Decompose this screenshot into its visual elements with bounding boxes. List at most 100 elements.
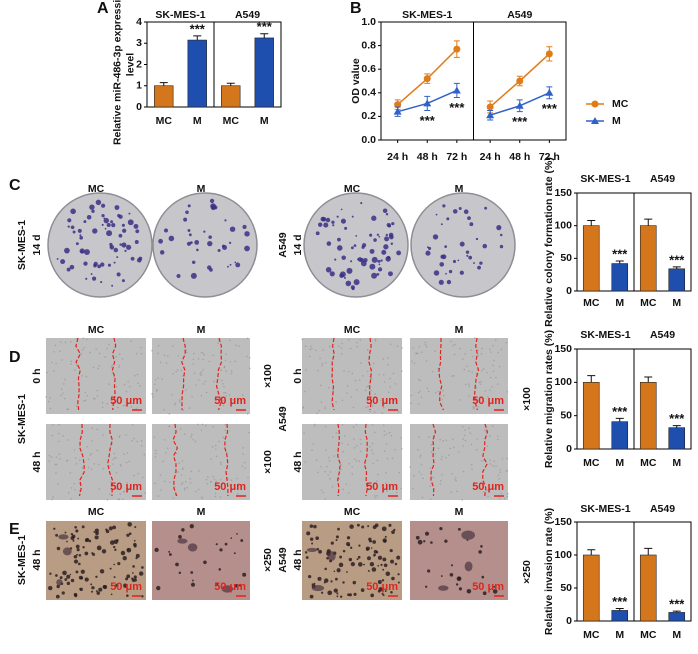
cell-texture <box>228 393 231 396</box>
cell-texture <box>211 446 214 448</box>
cell-texture <box>212 354 215 357</box>
cell-texture <box>480 460 483 462</box>
cell-texture <box>202 368 205 371</box>
cell-texture <box>58 423 60 426</box>
cell <box>377 579 382 585</box>
cell-texture <box>118 364 121 367</box>
cell-texture <box>234 360 236 363</box>
cell-texture <box>131 439 133 442</box>
cell-texture <box>139 385 141 387</box>
cell-texture <box>324 361 327 364</box>
colony <box>110 220 114 224</box>
cell-texture <box>378 373 380 376</box>
colony <box>331 220 335 224</box>
cell-texture <box>215 455 218 458</box>
cell-texture <box>200 374 203 376</box>
cell-texture <box>215 480 217 483</box>
cell-texture <box>106 347 108 350</box>
cell-texture <box>201 497 204 500</box>
cell <box>75 529 79 533</box>
cell-texture <box>204 380 207 383</box>
cell-texture <box>247 476 249 479</box>
cell-cluster <box>221 585 234 593</box>
colony <box>83 220 87 224</box>
colony <box>66 267 71 272</box>
colony <box>386 223 391 228</box>
colony <box>64 247 70 254</box>
cell-texture <box>341 423 344 426</box>
time-label: 0 h <box>292 368 304 383</box>
cell-texture <box>353 458 356 460</box>
colony <box>477 265 481 270</box>
cell-texture <box>123 383 126 386</box>
cell-texture <box>452 344 454 347</box>
cell <box>126 574 131 579</box>
cell-texture <box>425 345 428 348</box>
cell-texture <box>312 443 315 445</box>
cell-texture <box>472 405 474 408</box>
cell-texture <box>151 349 153 352</box>
significance: *** <box>257 19 273 34</box>
cell-texture <box>342 450 344 453</box>
cell-texture <box>163 439 166 441</box>
cell-texture <box>428 436 430 438</box>
cell-texture <box>45 396 47 398</box>
cell-texture <box>98 352 101 355</box>
culture-plate <box>47 192 153 298</box>
marker <box>545 88 554 96</box>
cell-texture <box>419 390 421 392</box>
colony <box>138 256 143 261</box>
colony <box>122 228 127 233</box>
cell <box>115 583 119 587</box>
cell-texture <box>468 395 470 397</box>
error-bar <box>615 260 624 264</box>
cell-texture <box>224 423 227 426</box>
cell-texture <box>51 361 53 364</box>
time-label: 48 h <box>292 549 304 570</box>
cell-texture <box>498 498 501 500</box>
cell-texture <box>331 436 334 438</box>
cell <box>84 538 89 543</box>
cell-texture <box>222 436 225 439</box>
wound-edge <box>75 337 82 411</box>
y-tick-label: 100 <box>554 549 572 561</box>
cell-texture <box>347 443 349 446</box>
cell-texture <box>430 443 433 446</box>
error-bar <box>159 82 168 86</box>
cell-texture <box>470 349 472 352</box>
cell-texture <box>143 453 146 456</box>
cell <box>96 591 101 595</box>
cell-texture <box>394 383 397 385</box>
significance: *** <box>449 100 465 115</box>
cell-texture <box>222 383 224 385</box>
cell-texture <box>153 383 156 386</box>
cell-texture <box>448 454 450 456</box>
cell <box>397 573 400 576</box>
cell <box>126 547 132 553</box>
cell-texture <box>69 341 72 343</box>
cell <box>82 546 85 549</box>
cell-texture <box>461 499 463 501</box>
cell-texture <box>188 407 191 409</box>
cell <box>168 550 171 553</box>
cell <box>336 568 341 573</box>
colony <box>380 259 383 262</box>
cell-texture <box>157 377 159 379</box>
x-tick-label: M <box>615 297 624 309</box>
cell-texture <box>176 368 179 371</box>
bar <box>582 225 600 292</box>
cell-texture <box>154 482 156 485</box>
cell-texture <box>489 376 492 379</box>
cell-texture <box>222 399 224 402</box>
cell-texture <box>190 470 193 473</box>
cell <box>456 576 462 582</box>
panel-letter: C <box>9 177 21 194</box>
cell-texture <box>183 488 186 491</box>
cell-cluster <box>464 561 473 572</box>
cell-texture <box>118 353 121 356</box>
error-bar <box>644 376 653 383</box>
cell-texture <box>417 403 420 405</box>
cell-texture <box>101 406 104 409</box>
colony <box>228 241 232 245</box>
cell-texture <box>437 367 439 370</box>
